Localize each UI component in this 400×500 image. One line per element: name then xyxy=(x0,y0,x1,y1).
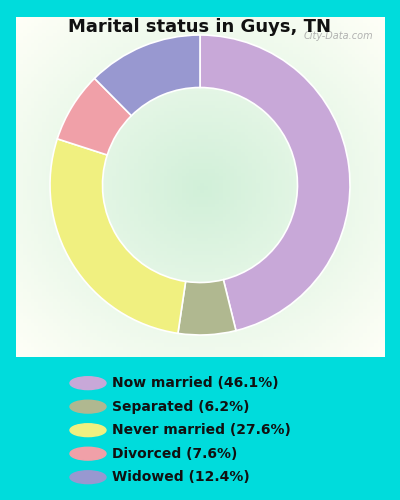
Text: Widowed (12.4%): Widowed (12.4%) xyxy=(112,470,250,484)
Circle shape xyxy=(70,400,106,413)
Circle shape xyxy=(70,448,106,460)
Wedge shape xyxy=(94,35,200,116)
Circle shape xyxy=(70,376,106,390)
Text: City-Data.com: City-Data.com xyxy=(303,31,373,41)
Text: Never married (27.6%): Never married (27.6%) xyxy=(112,423,291,437)
Text: Divorced (7.6%): Divorced (7.6%) xyxy=(112,446,237,460)
Text: Separated (6.2%): Separated (6.2%) xyxy=(112,400,250,413)
Wedge shape xyxy=(57,78,132,155)
Text: Now married (46.1%): Now married (46.1%) xyxy=(112,376,279,390)
Circle shape xyxy=(70,424,106,436)
Circle shape xyxy=(70,471,106,484)
Text: Marital status in Guys, TN: Marital status in Guys, TN xyxy=(68,18,332,36)
Wedge shape xyxy=(178,280,236,335)
Wedge shape xyxy=(50,139,186,334)
Wedge shape xyxy=(200,35,350,330)
